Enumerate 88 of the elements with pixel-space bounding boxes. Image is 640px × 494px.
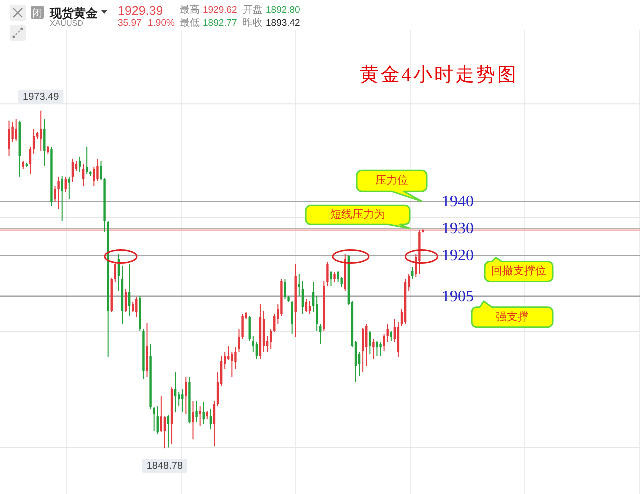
text: 昨收	[243, 17, 263, 29]
candlestick	[372, 338, 375, 360]
candlestick	[320, 324, 322, 345]
annotation: 1848.78	[146, 461, 184, 472]
annotation: 回撤支撑位	[492, 264, 546, 278]
annotation: 短线压力为	[330, 208, 386, 222]
annotation: 强支撑	[496, 310, 529, 324]
candlestick	[298, 274, 300, 297]
annotation: 1973.49	[23, 92, 60, 103]
candlestick	[44, 118, 46, 167]
text: 1892.80	[266, 5, 300, 16]
candlestick	[167, 415, 170, 448]
candlestick	[78, 156, 82, 173]
candlestick	[366, 324, 368, 367]
text: 开盘	[243, 4, 263, 16]
text: 1892.77	[203, 18, 238, 29]
text: 1893.42	[266, 18, 300, 29]
candlestick	[58, 176, 60, 210]
annotation: 压力位	[376, 174, 408, 188]
candlestick	[210, 409, 212, 430]
candlestick	[231, 352, 234, 378]
candlestick	[308, 300, 312, 315]
text: 35.97	[118, 18, 142, 29]
candlestick	[270, 328, 272, 350]
candlestick	[192, 400, 194, 440]
text: 现货黄金	[49, 6, 99, 20]
candlestick	[185, 376, 188, 415]
candlestick	[337, 270, 340, 283]
candlestick	[383, 334, 386, 352]
candlestick	[234, 347, 237, 370]
candlestick	[340, 276, 343, 288]
candlestick	[238, 328, 240, 353]
candlestick	[164, 416, 166, 450]
candlestick	[369, 330, 372, 355]
candlestick	[213, 400, 216, 448]
candlestick	[334, 272, 336, 283]
candlestick	[124, 288, 128, 313]
text: 最低	[180, 18, 200, 29]
candlestick	[291, 300, 294, 335]
candlestick	[196, 400, 198, 424]
candlestick	[174, 372, 177, 414]
ref-line-label: 1905	[442, 288, 474, 305]
chart-title: 黄金4小时走势图	[360, 65, 518, 86]
candlestick	[199, 406, 202, 427]
candlestick	[64, 176, 67, 193]
candlestick	[390, 330, 392, 342]
candlestick	[156, 406, 159, 435]
text: 1929.62	[203, 5, 238, 16]
candlestick	[380, 342, 382, 357]
candlestick	[178, 392, 180, 408]
candlestick	[40, 110, 42, 152]
text: 最高	[180, 4, 200, 16]
candlestick	[29, 146, 32, 174]
candlestick	[386, 324, 389, 343]
ref-line-label: 1930	[442, 220, 474, 238]
ref-line-label: 1940	[442, 193, 474, 210]
candlestick	[202, 402, 205, 425]
candlestick	[68, 176, 71, 200]
ref-line-label: 1920	[442, 247, 474, 264]
candlestick	[305, 298, 308, 313]
candlestick	[412, 266, 414, 280]
candlestick	[32, 128, 36, 154]
candlestick	[330, 270, 332, 287]
candlestick	[242, 314, 244, 340]
candlestick	[316, 296, 318, 332]
candlestick	[182, 389, 184, 414]
candlestick	[15, 118, 18, 142]
candlestick	[128, 264, 131, 317]
candlestick	[248, 316, 251, 342]
candlestick	[362, 328, 364, 373]
candlestick	[96, 158, 99, 182]
candlestick	[114, 262, 117, 283]
candlestick	[72, 158, 74, 183]
candlestick	[274, 314, 276, 333]
text: 1929.39	[118, 4, 164, 18]
candlestick	[160, 396, 163, 434]
candlestick	[61, 176, 64, 222]
candlestick	[136, 296, 138, 318]
candlestick	[228, 346, 230, 361]
candlestick	[284, 278, 286, 300]
text: 1.90%	[148, 18, 176, 29]
candlestick	[8, 120, 10, 157]
candlestick	[326, 262, 329, 287]
candlestick	[132, 302, 134, 313]
candlestick	[376, 340, 378, 357]
text: XAUUSD	[50, 19, 84, 28]
candlestick	[82, 163, 85, 187]
candlestick	[256, 342, 258, 360]
